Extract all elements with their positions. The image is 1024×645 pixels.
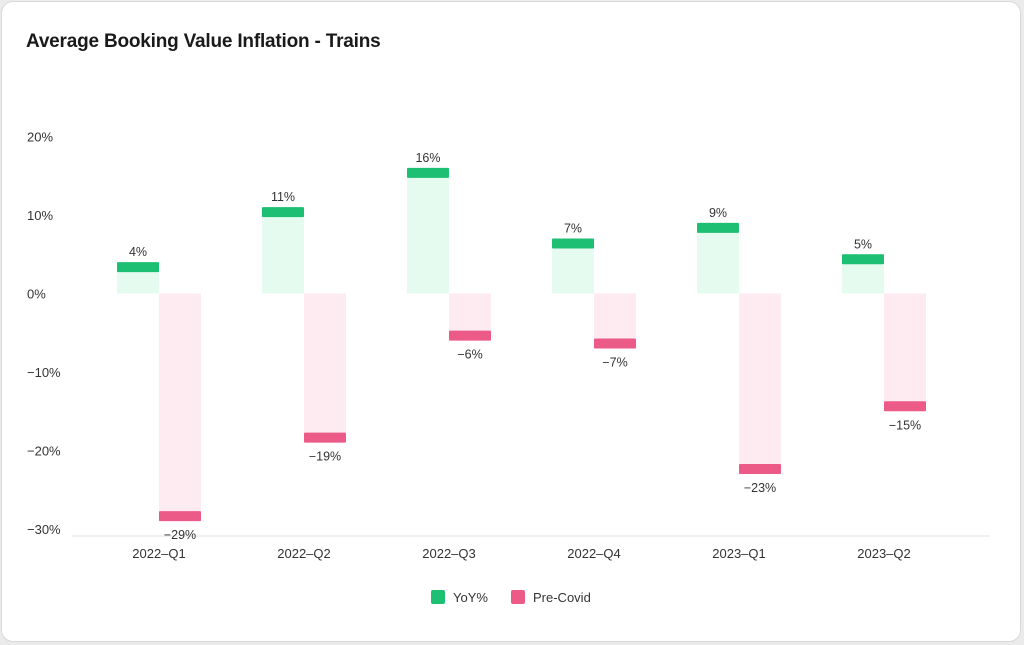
legend-label: Pre-Covid [533, 590, 591, 605]
legend-swatch [511, 590, 525, 604]
yoy-data-label: 11% [271, 190, 295, 204]
yoy-data-label: 7% [564, 222, 582, 236]
y-tick-label: −30% [27, 522, 61, 537]
precovid-bar [739, 293, 781, 475]
x-category-label: 2022–Q4 [567, 546, 621, 561]
x-category-label: 2022–Q1 [132, 546, 186, 561]
y-tick-label: 20% [27, 130, 53, 145]
legend-item[interactable]: Pre-Covid [511, 590, 591, 605]
yoy-data-label: 4% [129, 245, 147, 259]
yoy-marker [117, 262, 159, 273]
y-tick-label: −10% [27, 365, 61, 380]
yoy-bar [262, 207, 304, 294]
x-category-label: 2022–Q3 [422, 546, 476, 561]
precovid-data-label: −19% [309, 450, 341, 464]
precovid-bar [159, 293, 201, 522]
y-tick-label: 10% [27, 208, 53, 223]
x-category-label: 2023–Q2 [857, 546, 911, 561]
precovid-bar [884, 293, 926, 412]
yoy-bar [407, 167, 449, 294]
yoy-marker [842, 254, 884, 265]
yoy-data-label: 5% [854, 237, 872, 251]
yoy-marker [407, 167, 449, 178]
yoy-data-label: 9% [709, 206, 727, 220]
precovid-data-label: −15% [889, 418, 921, 432]
yoy-marker [697, 222, 739, 233]
legend-swatch [431, 590, 445, 604]
x-category-label: 2023–Q1 [712, 546, 766, 561]
yoy-marker [552, 238, 594, 249]
precovid-marker [159, 511, 201, 522]
precovid-data-label: −29% [164, 528, 196, 542]
chart-title: Average Booking Value Inflation - Trains [26, 31, 381, 52]
precovid-marker [449, 330, 491, 341]
y-tick-label: 0% [27, 287, 46, 302]
yoy-bar [697, 222, 739, 294]
yoy-marker [262, 207, 304, 218]
x-category-label: 2022–Q2 [277, 546, 331, 561]
precovid-marker [304, 432, 346, 443]
y-tick-label: −20% [27, 444, 61, 459]
precovid-marker [739, 464, 781, 475]
legend-label: YoY% [453, 590, 488, 605]
precovid-data-label: −7% [602, 355, 627, 369]
precovid-marker [884, 401, 926, 412]
precovid-bar [304, 293, 346, 443]
precovid-data-label: −6% [457, 348, 482, 362]
precovid-marker [594, 338, 636, 349]
legend-item[interactable]: YoY% [431, 590, 488, 605]
yoy-data-label: 16% [415, 151, 440, 165]
precovid-data-label: −23% [744, 481, 776, 495]
